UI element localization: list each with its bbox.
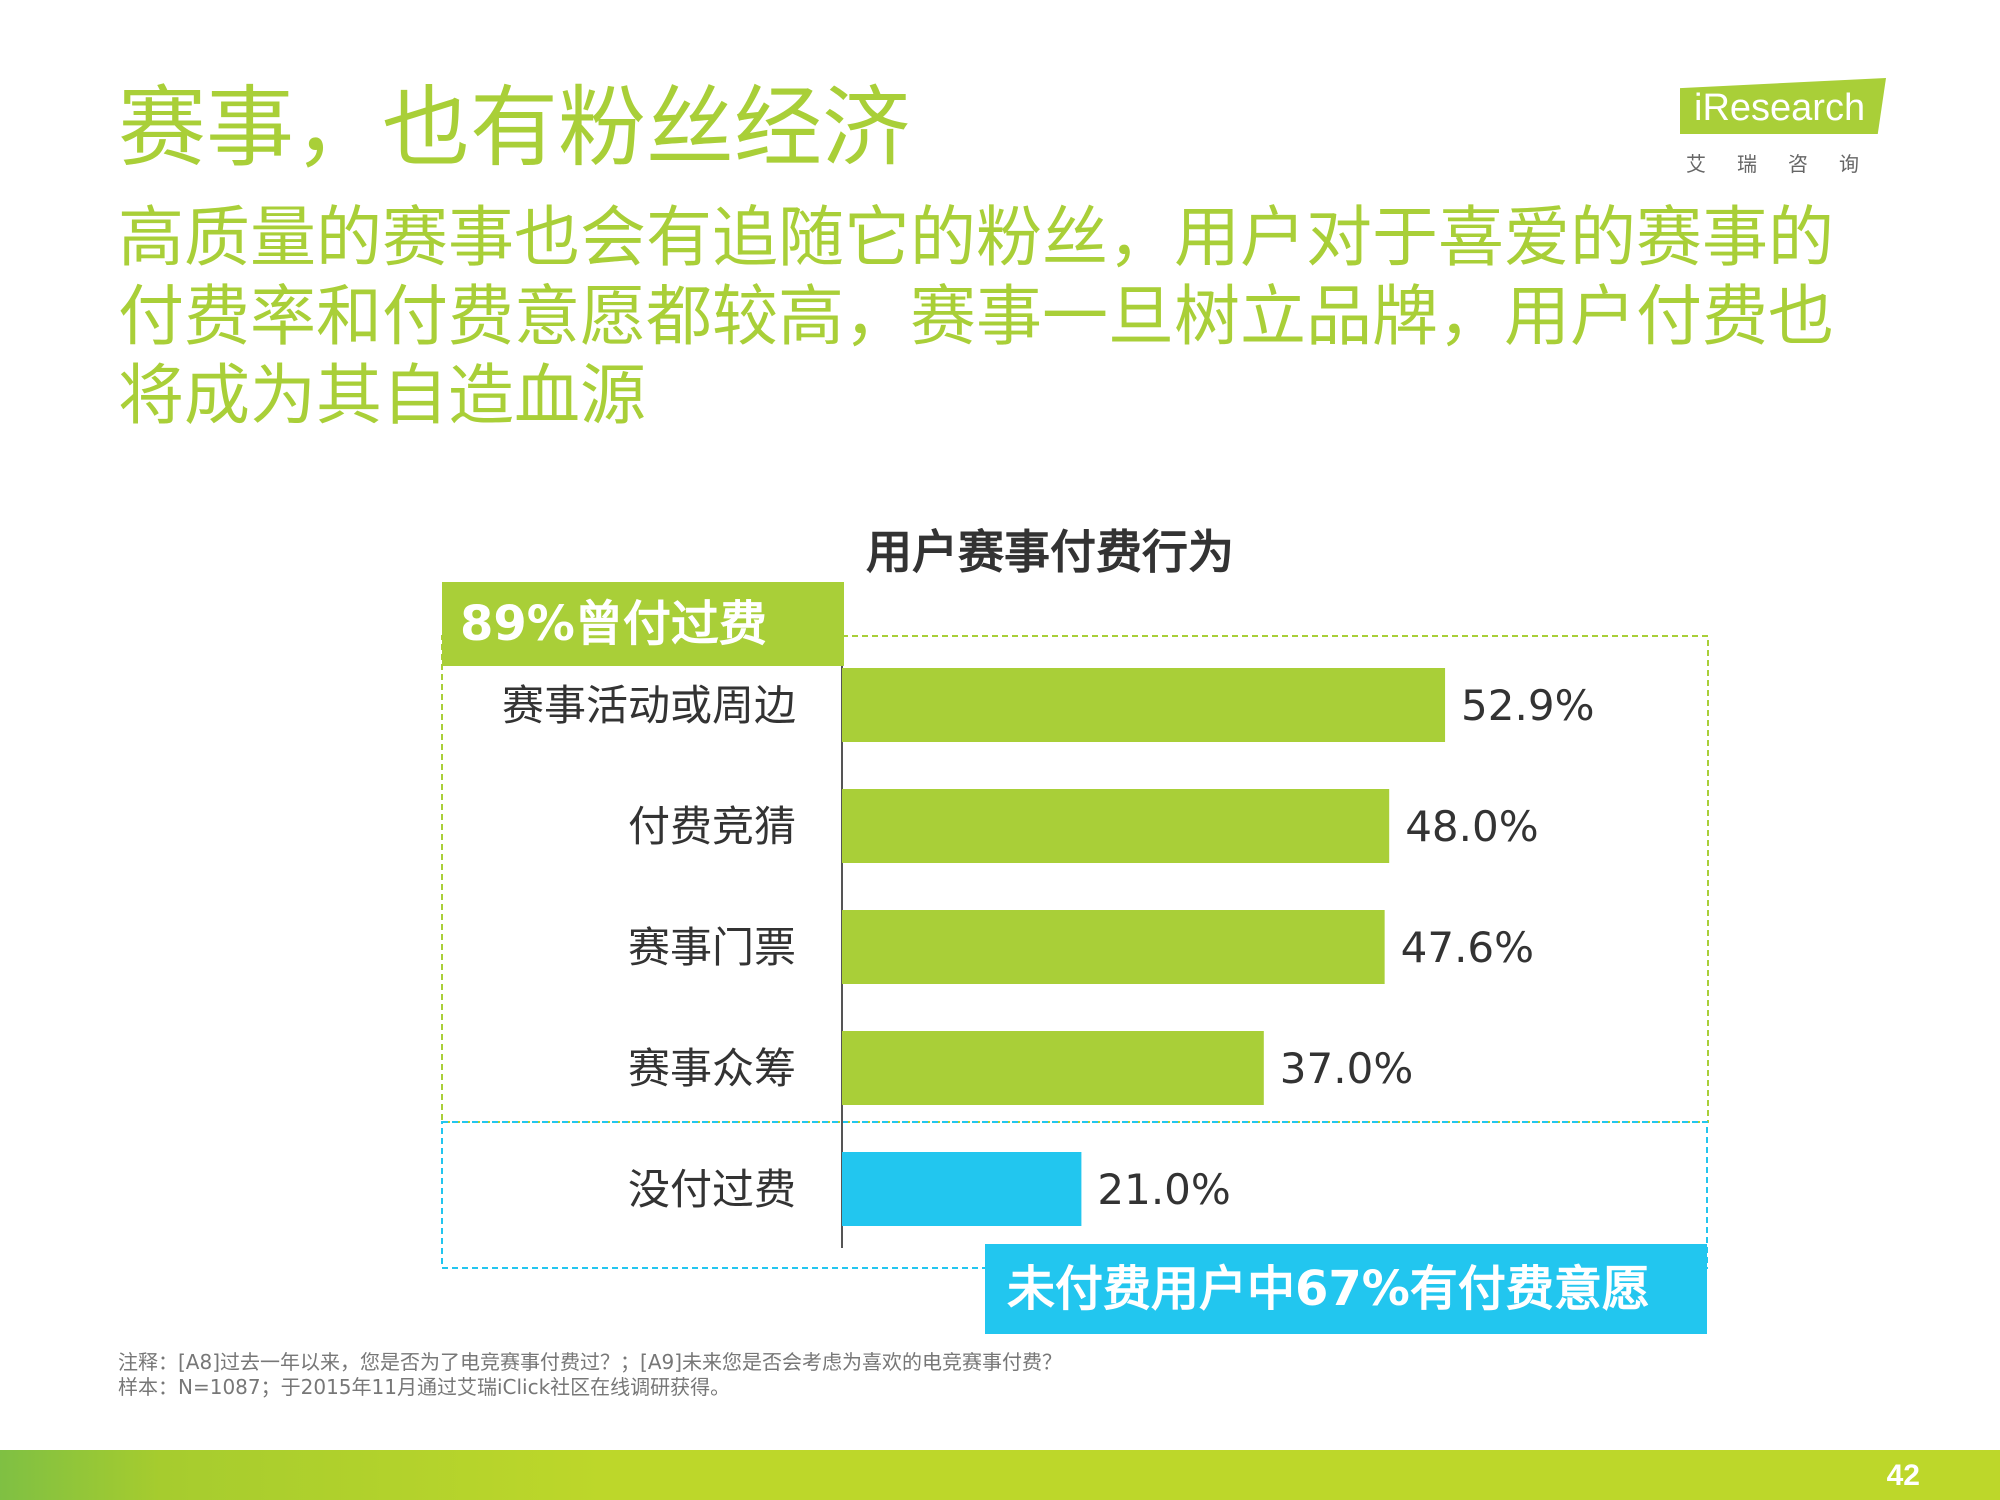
footnote-sample: 样本：N=1087；于2015年11月通过艾瑞iClick社区在线调研获得。 (118, 1375, 731, 1399)
page-title: 赛事，也有粉丝经济 (118, 76, 911, 179)
bar-5 (842, 1152, 1082, 1226)
chart-title: 用户赛事付费行为 (866, 525, 1234, 579)
iresearch-logo: iResearch 艾瑞咨询 (1680, 72, 1900, 180)
value-label-2: 48.0% (1405, 802, 1538, 851)
value-label-1: 52.9% (1461, 681, 1594, 730)
category-label-3: 赛事门票 (628, 923, 796, 972)
value-label-5: 21.0% (1097, 1165, 1230, 1214)
value-label-4: 37.0% (1280, 1044, 1413, 1093)
bar-1 (842, 668, 1446, 742)
bar-2 (842, 789, 1390, 863)
paid-share-badge: 89%曾付过费 (442, 582, 844, 666)
value-label-3: 47.6% (1401, 923, 1534, 972)
bars-layer: 赛事活动或周边 52.9% 付费竞猜 48.0% 赛事门票 47.6% 赛事众筹 37.0% 没… (502, 668, 1594, 1226)
logo-chinese-text: 艾瑞咨询 (1686, 152, 1890, 176)
footnotes: 注释：[A8]过去一年以来，您是否为了电竞赛事付费过？；[A9]未来您是否会考虑… (118, 1350, 1718, 1400)
footer-bar (0, 1450, 2000, 1500)
willing-to-pay-badge: 未付费用户中67%有付费意愿 (985, 1244, 1707, 1334)
page-number: 42 (1886, 1459, 1920, 1492)
category-label-4: 赛事众筹 (628, 1044, 796, 1093)
logo-brand-text: iResearch (1694, 87, 1866, 129)
category-label-1: 赛事活动或周边 (502, 681, 796, 730)
bar-4 (842, 1031, 1264, 1105)
category-label-2: 付费竞猜 (628, 802, 796, 851)
category-label-5: 没付过费 (628, 1165, 796, 1214)
logo-badge (1680, 78, 1886, 134)
page-subtitle: 高质量的赛事也会有追随它的粉丝，用户对于喜爱的赛事的付费率和付费意愿都较高，赛事… (118, 199, 1834, 434)
footnote-question: 注释：[A8]过去一年以来，您是否为了电竞赛事付费过？；[A9]未来您是否会考虑… (118, 1350, 1063, 1374)
bar-3 (842, 910, 1385, 984)
